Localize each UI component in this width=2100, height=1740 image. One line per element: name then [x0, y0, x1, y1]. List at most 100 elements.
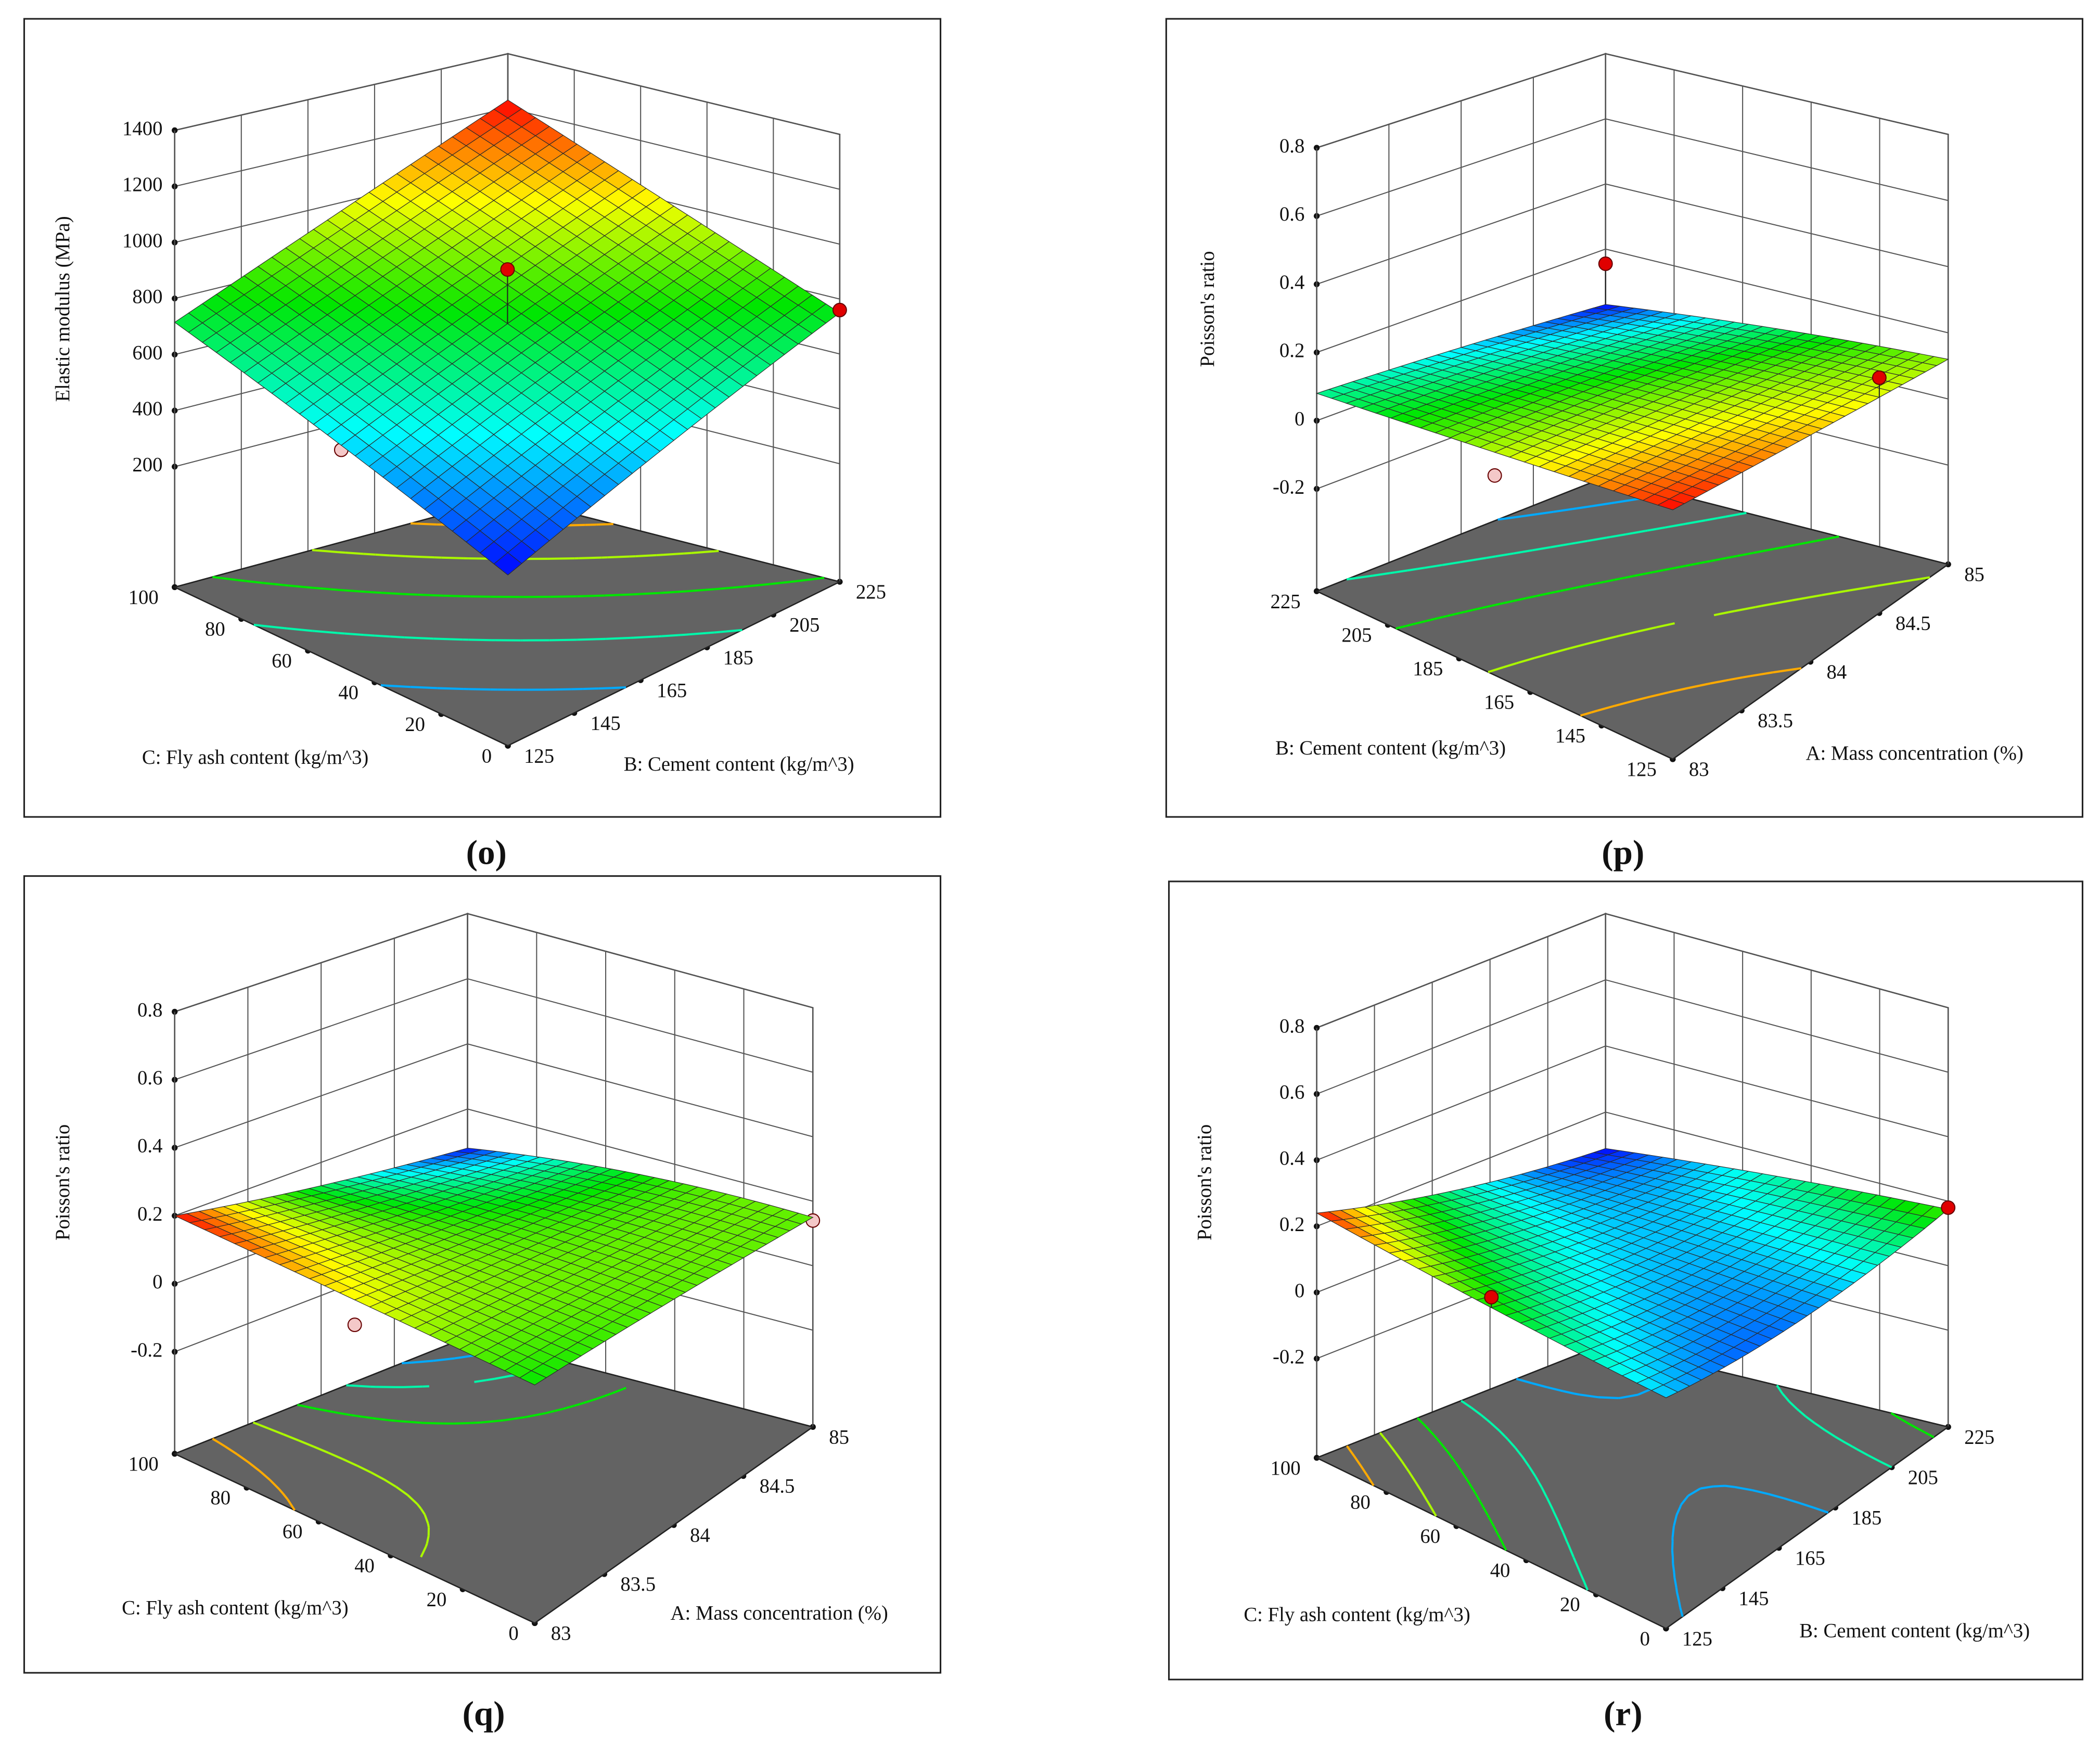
contour-line [1516, 1377, 1532, 1385]
contour-line [1710, 679, 1730, 685]
contour-line [1362, 1469, 1369, 1477]
contour-line [532, 1412, 545, 1417]
contour-line [1560, 586, 1579, 592]
y-tick-label: 40 [354, 1554, 375, 1577]
contour-line [1673, 1515, 1678, 1526]
contour-line [337, 551, 345, 554]
contour-line [454, 1422, 470, 1425]
contour-line [1534, 513, 1538, 516]
contour-line [1680, 1495, 1689, 1506]
panel-frame [1165, 18, 2083, 818]
x-tick-label: 125 [524, 745, 554, 767]
x-tick-label: 165 [1795, 1547, 1825, 1569]
surface-plot: 2004006008001000120014001251451651852052… [23, 18, 942, 872]
contour-line [1614, 499, 1632, 504]
contour-line [1480, 1504, 1489, 1516]
contour-line [1671, 1526, 1675, 1539]
contour-line [1734, 606, 1756, 612]
contour-line [1579, 1573, 1585, 1583]
contour-line [1545, 1496, 1548, 1499]
contour-line [1495, 552, 1514, 558]
contour-line [1922, 1430, 1926, 1434]
contour-line [1425, 564, 1442, 569]
contour-line [385, 684, 411, 688]
contour-line [1699, 559, 1712, 565]
contour-line [237, 579, 252, 583]
contour-line [1442, 612, 1459, 618]
z-tick-label: 0.4 [137, 1135, 162, 1157]
contour-line [743, 583, 771, 588]
contour-line [424, 1422, 444, 1425]
contour-line [1506, 1438, 1516, 1449]
contour-line [298, 1439, 314, 1448]
z-tick-label: 0.2 [1279, 1213, 1304, 1236]
contour-line [390, 635, 405, 638]
contour-line [1596, 579, 1615, 585]
x-tick-label: 145 [591, 712, 621, 734]
panel-label: (r) [1604, 1694, 1643, 1733]
x-tick-label: 205 [789, 613, 819, 636]
contour-line [1824, 1429, 1836, 1438]
contour-line [1752, 549, 1766, 554]
contour-line [1440, 1443, 1450, 1454]
contour-line [1360, 1465, 1364, 1470]
contour-line [1567, 647, 1571, 650]
contour-line [1455, 1462, 1463, 1472]
contour-line [1821, 590, 1846, 596]
contour-line [1578, 585, 1585, 588]
contour-line [283, 1433, 299, 1442]
x-tick-label: 84.5 [1896, 612, 1931, 634]
contour-line [1433, 1434, 1439, 1441]
contour-line [1924, 1431, 1935, 1438]
contour-line [1598, 1396, 1619, 1400]
contour-line [1796, 667, 1802, 670]
contour-line [426, 1536, 430, 1544]
contour-line [1395, 623, 1412, 630]
x-tick-label: 83 [551, 1622, 571, 1644]
z-axis-title: Poisson's ratio [1194, 1124, 1216, 1240]
contour-line [252, 1421, 269, 1430]
contour-line [1631, 699, 1636, 702]
contour-line [376, 1417, 389, 1422]
contour-line [433, 1357, 455, 1362]
contour-line [388, 1419, 398, 1423]
y-tick-label: 80 [210, 1487, 231, 1509]
contour-line [1671, 1550, 1674, 1557]
contour-line [236, 1453, 249, 1464]
contour-line [1766, 548, 1774, 552]
y-tick-label: 80 [205, 618, 225, 641]
contour-line [259, 1470, 262, 1473]
contour-line [1717, 515, 1726, 519]
contour-line [1687, 683, 1709, 689]
contour-line [420, 1508, 426, 1515]
contour-line [503, 1416, 526, 1422]
x-axis-title: A: Mass concentration (%) [671, 1602, 888, 1624]
z-tick-label: 0.2 [137, 1202, 162, 1225]
z-tick-label: 200 [132, 454, 162, 476]
contour-line [1557, 1520, 1561, 1527]
contour-line [287, 627, 313, 632]
surface-cell [1650, 1384, 1679, 1398]
contour-line [397, 1419, 420, 1424]
contour-line [1346, 1445, 1354, 1455]
contour-line [425, 1543, 428, 1547]
contour-line [261, 624, 285, 630]
contour-line [1393, 1451, 1397, 1453]
contour-line [663, 552, 684, 556]
y-tick-label: 145 [1555, 725, 1585, 747]
contour-line [1711, 556, 1732, 562]
contour-line [1540, 1487, 1547, 1498]
contour-line [1497, 516, 1516, 521]
z-tick-label: 0.4 [1279, 271, 1304, 293]
contour-line [1675, 1506, 1682, 1516]
x-tick-label: 185 [723, 646, 753, 669]
contour-line [1799, 594, 1822, 600]
contour-line [1601, 635, 1617, 642]
design-point [347, 1317, 362, 1333]
contour-line [1768, 1493, 1785, 1500]
design-point [832, 302, 847, 317]
contour-line [1567, 1544, 1575, 1558]
contour-line [1596, 705, 1615, 712]
x-tick-label: 84 [690, 1524, 710, 1546]
contour-line [1366, 1475, 1375, 1487]
